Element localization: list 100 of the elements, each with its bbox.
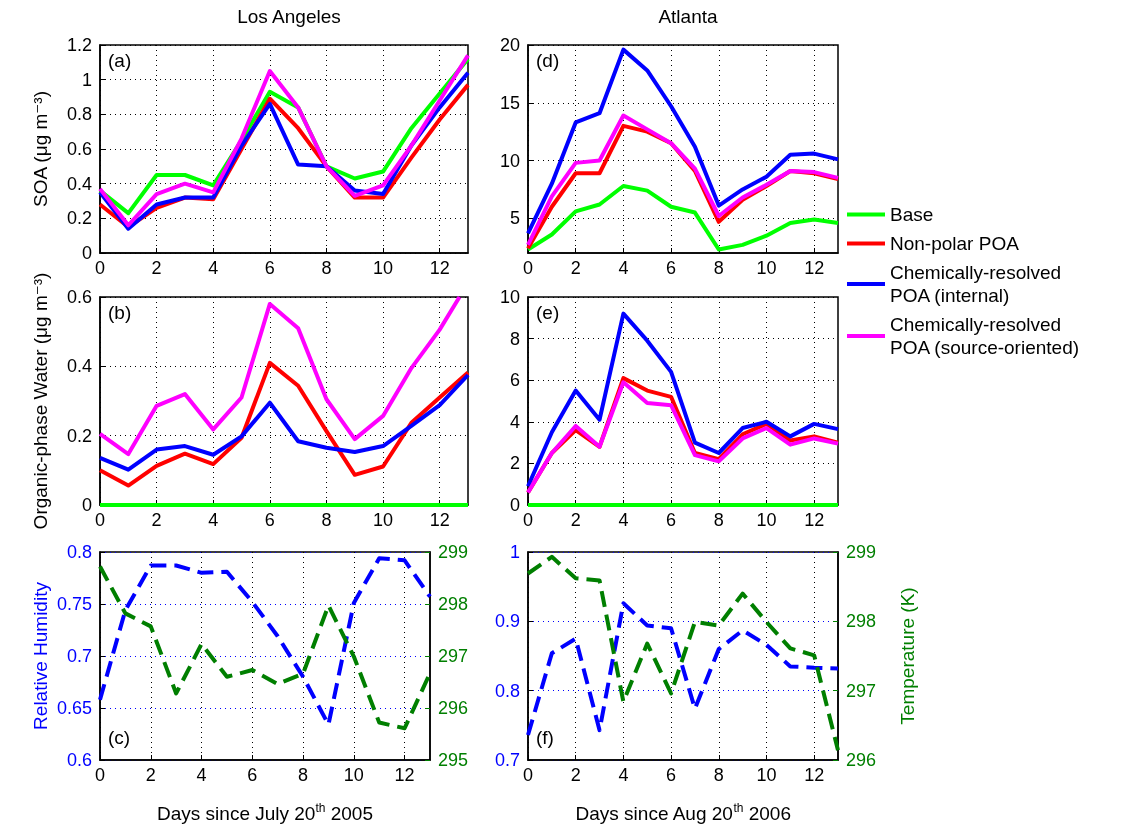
x-tick-label: 0 (94, 765, 106, 785)
y-tick-label: 0.2 (66, 425, 92, 446)
y-tick-label: 4 (509, 411, 520, 432)
annotation: (d) (536, 50, 560, 71)
y-tick-label: 10 (499, 287, 520, 307)
y-tick-label: 0.4 (66, 356, 92, 377)
x-tick-label: 12 (804, 510, 825, 530)
y2-tick-label: 299 (438, 542, 469, 562)
y-tick-label: 2 (509, 453, 520, 474)
y-tick-label: 0.4 (66, 173, 92, 194)
x-tick-label: 2 (570, 258, 581, 278)
y-tick-label: 0.65 (56, 698, 92, 718)
y-tick-label: 0 (509, 495, 520, 515)
y-axis-title: SOA (μg m⁻³) (30, 91, 51, 207)
x-tick-label: 10 (756, 258, 777, 278)
annotation: (e) (536, 302, 560, 323)
y-tick-label: 0.6 (66, 287, 92, 307)
y-tick-label: 1 (509, 542, 520, 562)
x-tick-label: 6 (666, 258, 677, 278)
x-tick-label: 10 (756, 765, 777, 785)
x-tick-label: 8 (713, 765, 724, 785)
x-tick-label: 4 (196, 765, 207, 785)
y2-tick-label: 295 (438, 750, 469, 770)
y-tick-label: 0.6 (66, 750, 92, 770)
legend-label: Chemically-resolved POA (internal) (890, 262, 1067, 306)
y-tick-label: 0.2 (66, 208, 92, 229)
x-tick-label: 12 (804, 765, 825, 785)
x-tick-label: 10 (373, 510, 394, 530)
x-tick-label: 8 (713, 510, 724, 530)
y-tick-label: 10 (499, 150, 520, 171)
x-tick-label: 0 (94, 510, 106, 530)
y2-tick-label: 297 (846, 680, 877, 701)
y2-tick-label: 298 (846, 611, 877, 632)
y2-tick-label: 299 (846, 542, 877, 562)
y-tick-label: 0 (81, 495, 92, 515)
x-tick-label: 12 (429, 510, 450, 530)
y-tick-label: 6 (509, 370, 520, 391)
x-tick-label: 6 (666, 765, 677, 785)
legend-label: Base (890, 204, 934, 225)
y-tick-label: 20 (499, 35, 520, 55)
x-tick-label: 12 (394, 765, 415, 785)
line-series (98, 295, 462, 457)
x-tick-label: 6 (666, 510, 677, 530)
x-tick-label: 4 (618, 510, 629, 530)
x-tick-label: 8 (713, 258, 724, 278)
x-tick-label: 4 (208, 510, 219, 530)
x-tick-label: 0 (522, 510, 534, 530)
x-tick-label: 6 (247, 765, 258, 785)
legend-label: Chemically-resolved POA (source-oriented) (890, 314, 1080, 358)
line-series (98, 373, 470, 472)
y-tick-label: 0.7 (66, 646, 92, 666)
x-tick-label: 6 (264, 510, 275, 530)
annotation: (b) (108, 302, 132, 323)
x-tick-label: 10 (343, 765, 364, 785)
y2-tick-label: 297 (438, 646, 469, 666)
y2-tick-label: 296 (846, 750, 877, 770)
x-tick-label: 0 (522, 765, 534, 785)
x-tick-label: 12 (429, 258, 450, 278)
x-tick-label: 4 (618, 258, 629, 278)
y-tick-label: 0.9 (494, 611, 520, 632)
x-tick-label: 6 (264, 258, 275, 278)
x-tick-label: 8 (321, 258, 332, 278)
y-tick-label: 0.6 (66, 139, 92, 159)
annotation: (a) (108, 50, 132, 71)
annotation: (c) (108, 727, 131, 748)
x-tick-label: 0 (522, 258, 534, 278)
y-tick-label: 0.8 (66, 104, 92, 125)
x-tick-label: 4 (208, 258, 219, 278)
y-tick-label: 8 (509, 328, 520, 349)
x-tick-label: 0 (94, 258, 106, 278)
x-tick-label: 10 (756, 510, 777, 530)
chart-title: Los Angeles (237, 6, 341, 27)
x-tick-label: 12 (804, 258, 825, 278)
line-series (526, 554, 840, 753)
x-tick-label: 8 (298, 765, 309, 785)
y-tick-label: 1.2 (66, 35, 92, 55)
x-tick-label: 2 (151, 258, 162, 278)
line-series (98, 360, 470, 488)
y-axis-title: Relative Humidity (30, 581, 51, 730)
y-axis-title: Organic-phase Water (μg m⁻³) (30, 272, 51, 530)
x-tick-label: 2 (570, 510, 581, 530)
y-tick-label: 15 (499, 92, 520, 113)
y-tick-label: 0.8 (66, 542, 92, 562)
y2-tick-label: 298 (438, 594, 469, 614)
legend-label: Non-polar POA (890, 233, 1020, 254)
x-tick-label: 2 (570, 765, 581, 785)
y-tick-label: 0.7 (494, 750, 520, 770)
x-tick-label: 8 (321, 510, 332, 530)
y-tick-label: 0.8 (494, 680, 520, 701)
annotation: (f) (536, 727, 554, 748)
chart-title: Atlanta (658, 6, 719, 27)
x-tick-label: 10 (373, 258, 394, 278)
y-tick-label: 0 (81, 243, 92, 263)
y-tick-label: 5 (509, 208, 520, 229)
y2-axis-title: Temperature (K) (897, 587, 918, 725)
x-tick-label: 4 (618, 765, 629, 785)
x-tick-label: 2 (151, 510, 162, 530)
x-tick-label: 2 (145, 765, 156, 785)
y2-tick-label: 296 (438, 698, 469, 718)
y-tick-label: 0.75 (56, 594, 92, 614)
